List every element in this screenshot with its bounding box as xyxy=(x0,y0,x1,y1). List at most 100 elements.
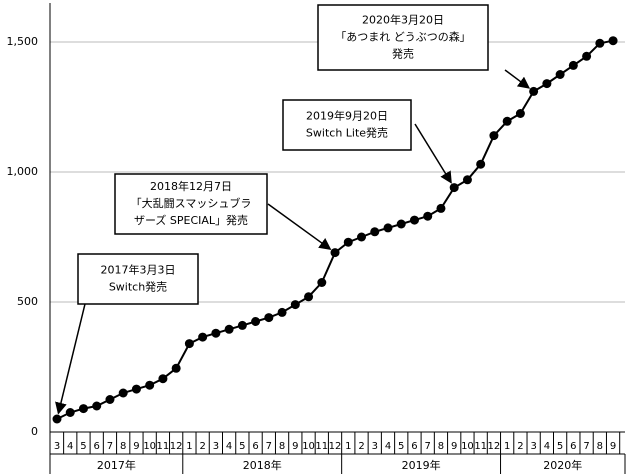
data-point xyxy=(264,313,274,323)
data-point xyxy=(343,237,353,247)
x-tick-label: 9 xyxy=(610,441,616,452)
x-tick-label: 4 xyxy=(385,441,391,452)
data-point xyxy=(555,70,565,79)
data-point xyxy=(462,175,472,185)
x-tick-label: 12 xyxy=(329,441,342,452)
x-tick-label: 7 xyxy=(583,441,589,452)
x-tick-label: 8 xyxy=(597,441,603,452)
data-point xyxy=(198,332,208,342)
x-tick-label: 7 xyxy=(107,441,113,452)
x-tick-label: 12 xyxy=(170,441,183,452)
data-point xyxy=(304,292,314,302)
x-tick-label: 2 xyxy=(517,441,523,452)
x-group-label: 2019年 xyxy=(402,458,441,472)
x-tick-label: 9 xyxy=(451,441,457,452)
x-tick-label: 6 xyxy=(94,441,100,452)
x-tick-label: 2 xyxy=(358,441,364,452)
data-point xyxy=(211,328,221,338)
x-tick-label: 3 xyxy=(54,441,60,452)
x-tick-label: 9 xyxy=(133,441,139,452)
data-point xyxy=(330,248,340,258)
annotation-text: Switch Lite発売 xyxy=(306,126,388,140)
data-point xyxy=(409,215,419,225)
annotation-text: 発売 xyxy=(392,47,414,61)
x-tick-label: 6 xyxy=(570,441,576,452)
x-tick-label: 5 xyxy=(239,441,245,452)
x-tick-label: 4 xyxy=(226,441,232,452)
annotation-arrow xyxy=(55,303,86,415)
x-tick-label: 12 xyxy=(488,441,501,452)
annotation-text: 「あつまれ どうぶつの森」 xyxy=(335,30,471,44)
x-tick-label: 10 xyxy=(143,441,156,452)
y-tick-label: 500 xyxy=(17,295,38,308)
x-tick-label: 2 xyxy=(199,441,205,452)
x-tick-label: 10 xyxy=(461,441,474,452)
x-tick-label: 1 xyxy=(345,441,351,452)
x-tick-label: 11 xyxy=(315,441,328,452)
data-point xyxy=(131,384,141,394)
x-tick-label: 4 xyxy=(67,441,73,452)
data-point xyxy=(529,86,539,96)
annotation-box xyxy=(282,99,412,151)
annotation-text: Switch発売 xyxy=(109,280,167,294)
data-point xyxy=(118,388,128,398)
data-point xyxy=(92,401,102,411)
x-tick-label: 6 xyxy=(411,441,417,452)
x-group-label: 2017年 xyxy=(97,458,136,472)
x-tick-label: 3 xyxy=(372,441,378,452)
annotation-text: ザーズ SPECIAL」発売 xyxy=(134,213,248,227)
x-tick-label: 3 xyxy=(530,441,536,452)
x-tick-label: 8 xyxy=(438,441,444,452)
data-point xyxy=(436,203,446,213)
x-tick-label: 10 xyxy=(302,441,315,452)
annotation-arrow xyxy=(414,123,452,184)
x-tick-label: 7 xyxy=(425,441,431,452)
data-point xyxy=(502,116,512,126)
data-point xyxy=(423,211,433,221)
x-tick-label: 5 xyxy=(398,441,404,452)
data-point xyxy=(476,159,486,169)
x-tick-label: 6 xyxy=(252,441,258,452)
x-tick-label: 1 xyxy=(186,441,192,452)
data-point xyxy=(145,380,155,390)
x-tick-label: 11 xyxy=(157,441,170,452)
annotation-text: 2018年12月7日 xyxy=(150,179,232,193)
data-point xyxy=(396,219,406,229)
x-tick-label: 7 xyxy=(266,441,272,452)
data-point xyxy=(608,36,618,46)
data-point xyxy=(65,408,75,417)
data-point xyxy=(370,227,380,237)
data-point xyxy=(515,109,525,118)
x-tick-label: 5 xyxy=(557,441,563,452)
y-tick-label: 1,000 xyxy=(7,165,39,178)
annotation-text: 2019年9月20日 xyxy=(306,109,388,123)
x-tick-label: 8 xyxy=(120,441,126,452)
data-point xyxy=(290,300,300,310)
annotation-box xyxy=(77,253,199,305)
annotation-text: 2020年3月20日 xyxy=(362,13,444,27)
data-point xyxy=(224,324,234,334)
data-point xyxy=(317,278,327,287)
data-point xyxy=(251,317,261,326)
data-point xyxy=(449,183,459,193)
annotation-text: 2017年3月3日 xyxy=(101,263,176,277)
y-tick-label: 0 xyxy=(31,425,38,438)
data-point xyxy=(184,339,194,349)
x-tick-label: 11 xyxy=(474,441,487,452)
x-tick-label: 1 xyxy=(504,441,510,452)
x-tick-label: 3 xyxy=(213,441,219,452)
data-point xyxy=(277,307,287,317)
x-group-label: 2018年 xyxy=(243,458,282,472)
data-point xyxy=(542,79,552,89)
data-point xyxy=(158,374,168,384)
annotation-arrow xyxy=(267,203,332,250)
annotation-text: 「大乱闘スマッシュブラ xyxy=(131,196,252,210)
data-point xyxy=(595,38,605,48)
x-tick-label: 9 xyxy=(292,441,298,452)
annotation-box xyxy=(317,4,489,71)
y-tick-label: 1,500 xyxy=(7,35,39,48)
data-point xyxy=(568,60,578,70)
x-group-label: 2020年 xyxy=(543,458,582,472)
data-point xyxy=(383,223,393,233)
